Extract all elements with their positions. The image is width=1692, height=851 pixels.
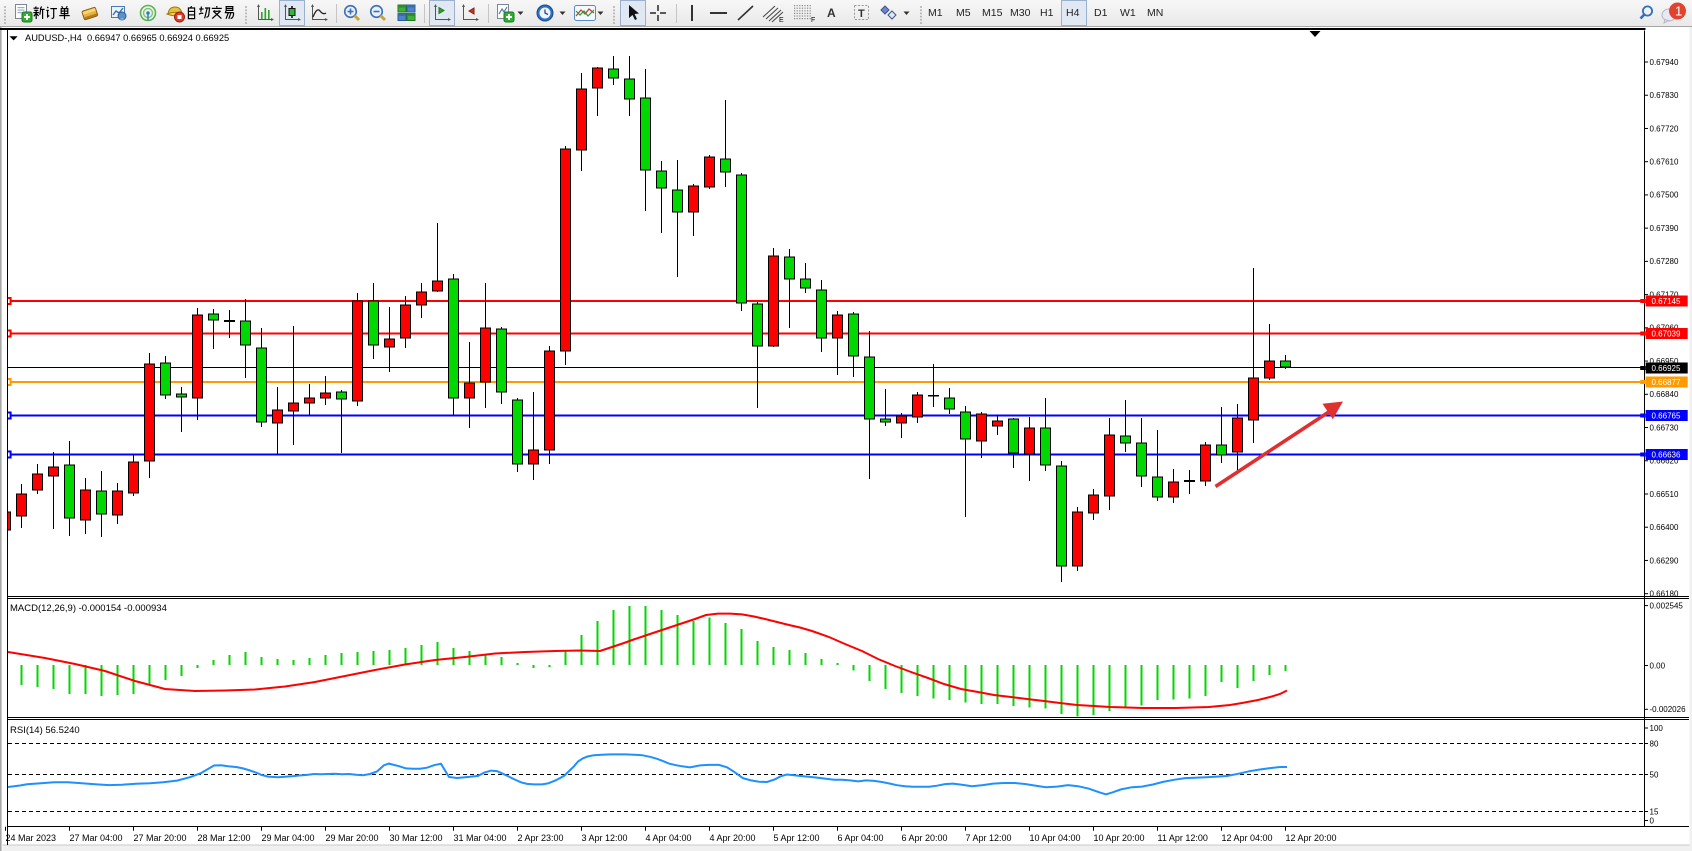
svg-text:T: T xyxy=(858,8,865,20)
svg-text:0.66950: 0.66950 xyxy=(1650,357,1679,366)
svg-text:F: F xyxy=(811,17,815,23)
svg-text:-0.002026: -0.002026 xyxy=(1650,705,1687,714)
svg-text:11 Apr 12:00: 11 Apr 12:00 xyxy=(1158,833,1208,843)
svg-text:6 Apr 04:00: 6 Apr 04:00 xyxy=(838,833,884,843)
svg-text:2 Apr 23:00: 2 Apr 23:00 xyxy=(518,833,564,843)
svg-text:12 Apr 20:00: 12 Apr 20:00 xyxy=(1286,833,1337,843)
svg-text:E: E xyxy=(779,17,784,23)
svg-text:0.002545: 0.002545 xyxy=(1650,601,1684,610)
svg-text:3 Apr 12:00: 3 Apr 12:00 xyxy=(582,833,628,843)
svg-text:100: 100 xyxy=(1650,724,1664,733)
svg-text:15: 15 xyxy=(1650,807,1659,816)
svg-text:0: 0 xyxy=(1650,816,1655,825)
svg-text:0.66730: 0.66730 xyxy=(1650,423,1679,432)
svg-text:RSI(14) 56.5240: RSI(14) 56.5240 xyxy=(10,725,80,736)
svg-text:4 Apr 20:00: 4 Apr 20:00 xyxy=(710,833,756,843)
svg-text:80: 80 xyxy=(1650,739,1659,748)
svg-text:0.66620: 0.66620 xyxy=(1650,457,1679,466)
svg-text:0.67940: 0.67940 xyxy=(1650,58,1679,67)
svg-text:10 Apr 04:00: 10 Apr 04:00 xyxy=(1030,833,1081,843)
svg-text:0.66510: 0.66510 xyxy=(1650,490,1679,499)
svg-text:0.66400: 0.66400 xyxy=(1650,523,1679,532)
svg-text:6 Apr 20:00: 6 Apr 20:00 xyxy=(902,833,948,843)
svg-text:50: 50 xyxy=(1650,770,1659,779)
svg-text:5 Apr 12:00: 5 Apr 12:00 xyxy=(774,833,820,843)
svg-text:29 Mar 20:00: 29 Mar 20:00 xyxy=(326,833,379,843)
svg-text:28 Mar 12:00: 28 Mar 12:00 xyxy=(198,833,251,843)
svg-text:0.66925: 0.66925 xyxy=(1652,364,1681,373)
svg-text:27 Mar 20:00: 27 Mar 20:00 xyxy=(134,833,187,843)
svg-text:0.67145: 0.67145 xyxy=(1652,297,1681,306)
svg-text:4 Apr 04:00: 4 Apr 04:00 xyxy=(646,833,692,843)
svg-text:0.66180: 0.66180 xyxy=(1650,589,1679,598)
svg-text:0.67390: 0.67390 xyxy=(1650,224,1679,233)
svg-text:0.66636: 0.66636 xyxy=(1652,451,1681,460)
svg-text:10 Apr 20:00: 10 Apr 20:00 xyxy=(1094,833,1145,843)
svg-text:0.00: 0.00 xyxy=(1650,661,1666,670)
svg-text:29 Mar 04:00: 29 Mar 04:00 xyxy=(262,833,315,843)
svg-text:AUDUSD-,H4 0.66947 0.66965 0.: AUDUSD-,H4 0.66947 0.66965 0.66924 0.669… xyxy=(25,33,229,43)
svg-text:0.67280: 0.67280 xyxy=(1650,257,1679,266)
svg-text:0.67170: 0.67170 xyxy=(1650,290,1679,299)
svg-text:27 Mar 04:00: 27 Mar 04:00 xyxy=(70,833,123,843)
svg-text:0.66765: 0.66765 xyxy=(1652,412,1681,421)
svg-text:0.67039: 0.67039 xyxy=(1652,330,1681,339)
svg-text:0.67500: 0.67500 xyxy=(1650,191,1679,200)
svg-text:0.66290: 0.66290 xyxy=(1650,556,1679,565)
svg-text:31 Mar 04:00: 31 Mar 04:00 xyxy=(454,833,507,843)
svg-text:MACD(12,26,9) -0.000154 -0.000: MACD(12,26,9) -0.000154 -0.000934 xyxy=(10,603,167,614)
svg-text:24 Mar 2023: 24 Mar 2023 xyxy=(6,833,57,843)
svg-text:0.66877: 0.66877 xyxy=(1652,378,1681,387)
svg-text:0.67830: 0.67830 xyxy=(1650,91,1679,100)
svg-text:7 Apr 12:00: 7 Apr 12:00 xyxy=(966,833,1012,843)
svg-text:0.67610: 0.67610 xyxy=(1650,157,1679,166)
svg-text:30 Mar 12:00: 30 Mar 12:00 xyxy=(390,833,443,843)
svg-text:1: 1 xyxy=(1675,4,1682,19)
svg-text:12 Apr 04:00: 12 Apr 04:00 xyxy=(1222,833,1273,843)
svg-text:0.66840: 0.66840 xyxy=(1650,390,1679,399)
svg-text:0.67720: 0.67720 xyxy=(1650,124,1679,133)
